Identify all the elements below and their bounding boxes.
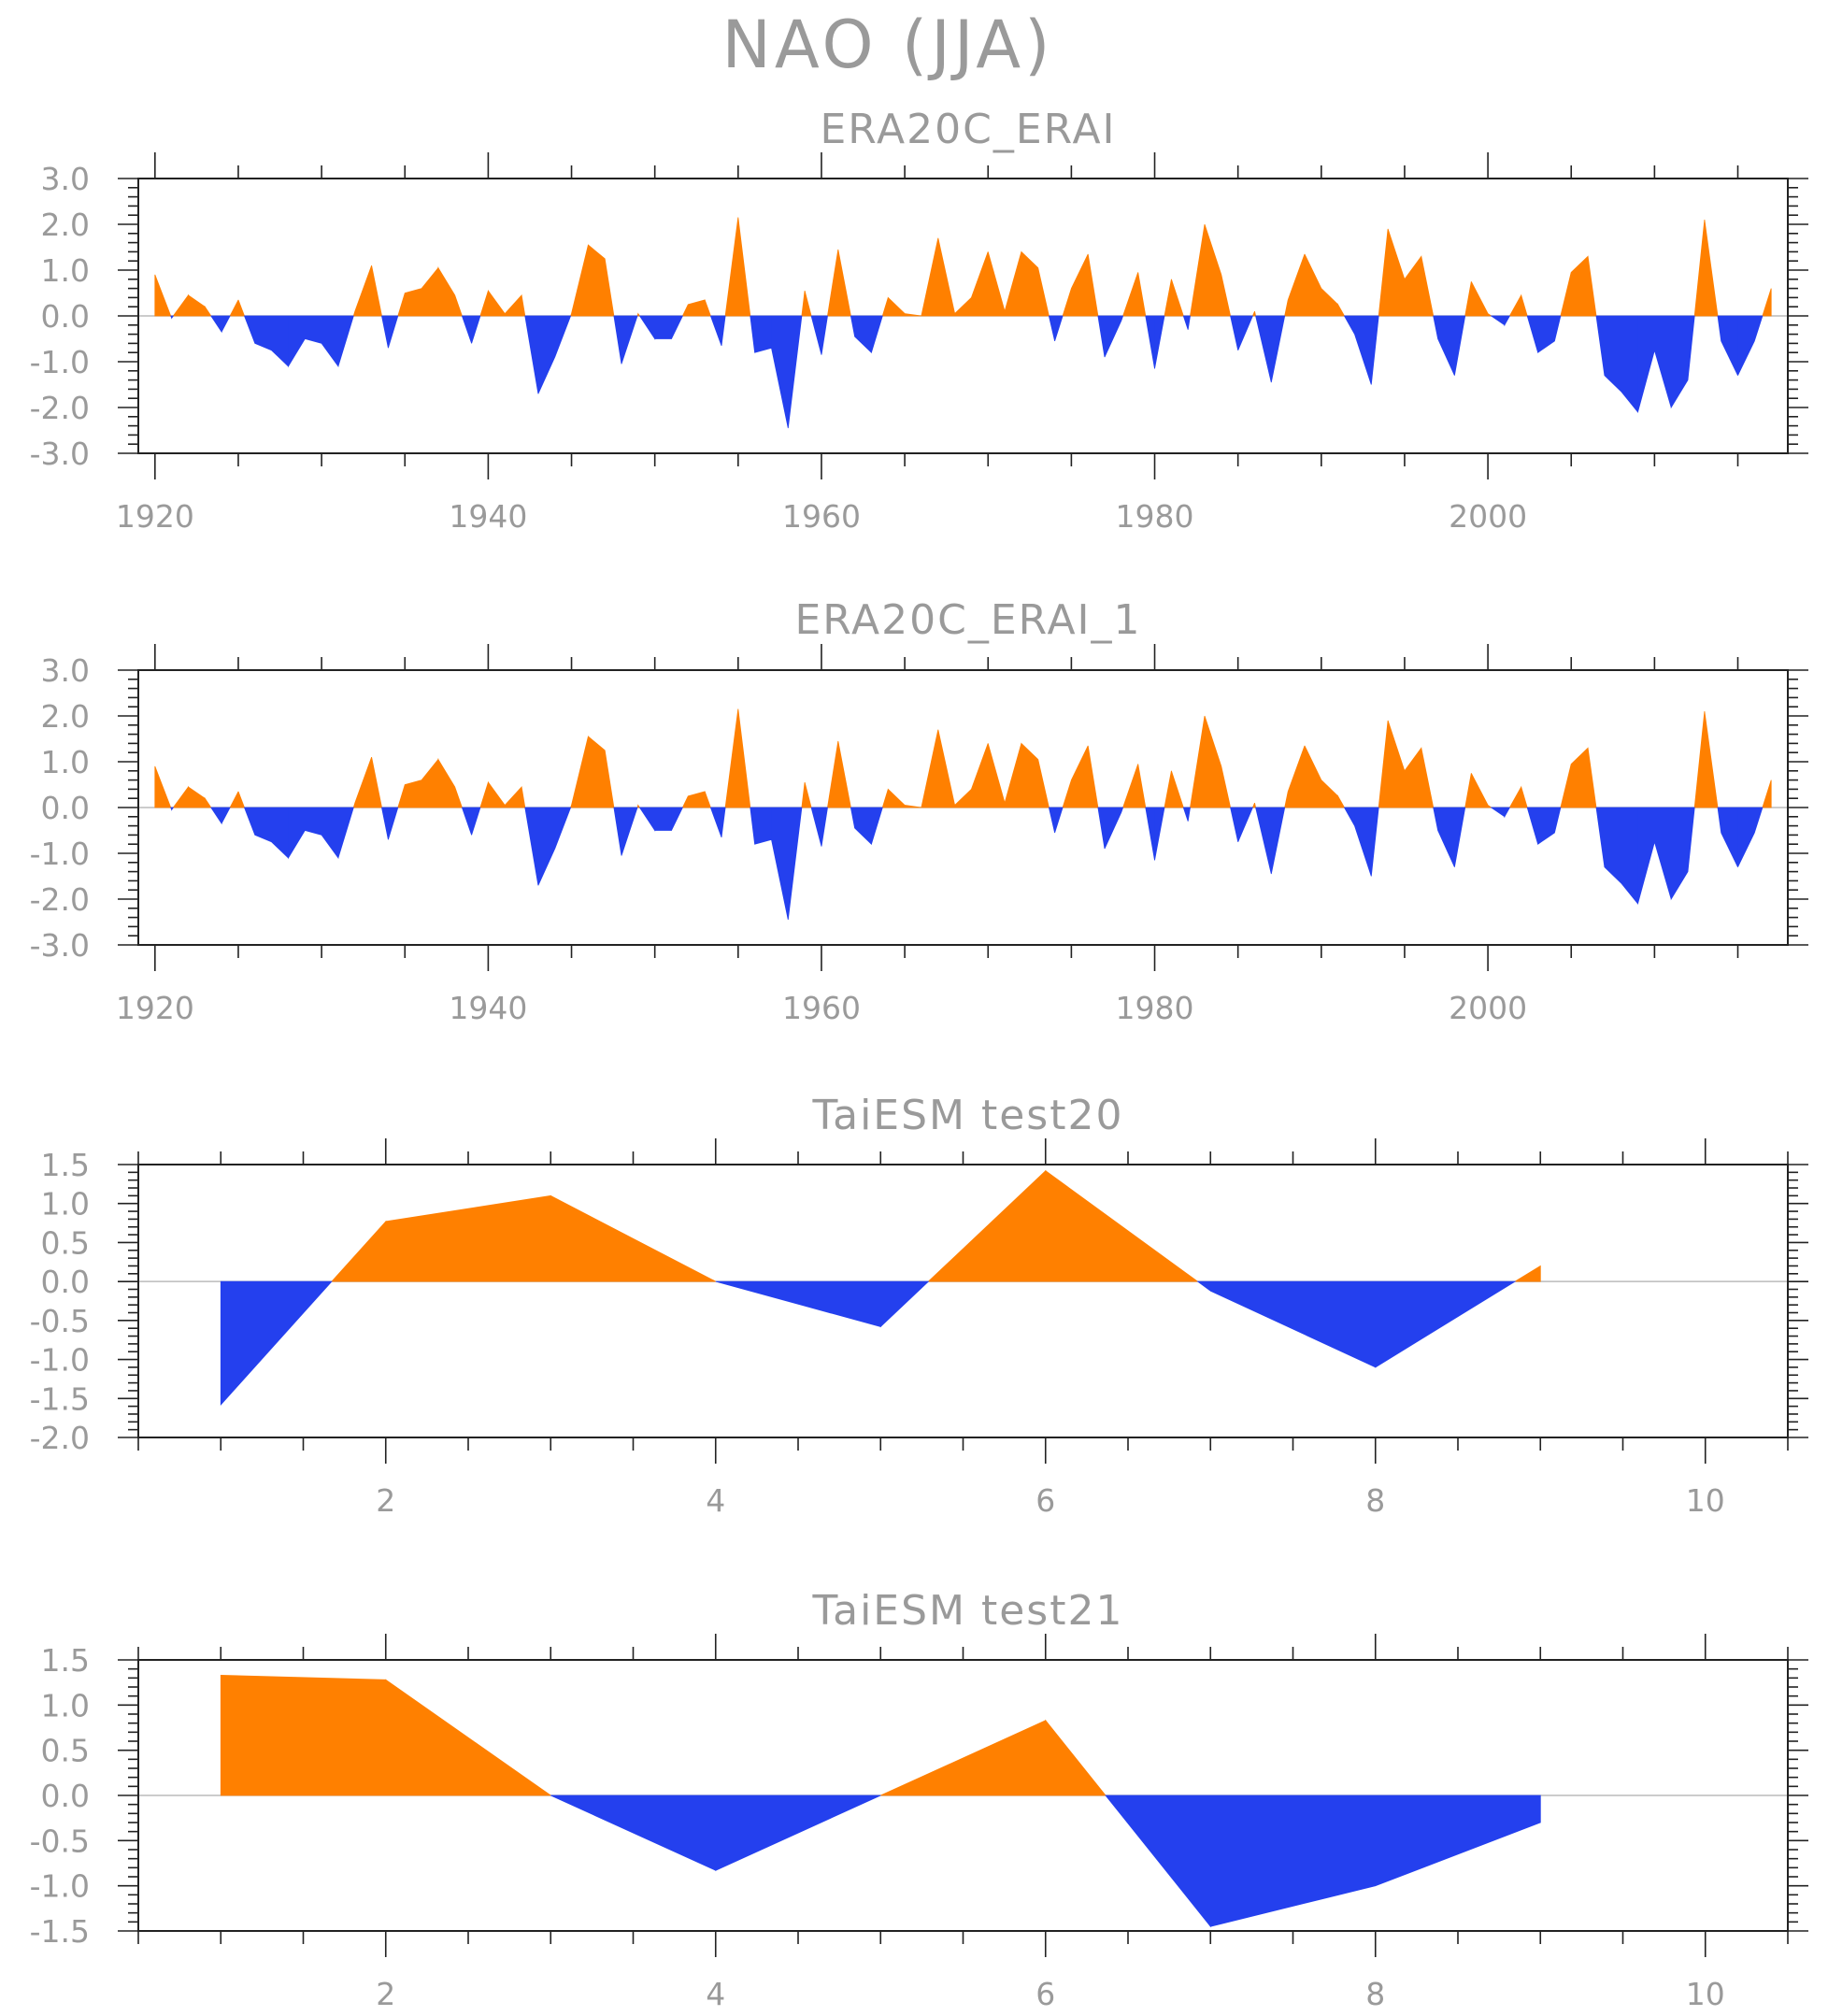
- x-tick-label: 6: [1035, 1482, 1055, 1519]
- plot-frame: [137, 1164, 1789, 1438]
- positive-area: [154, 708, 1772, 808]
- y-tick-label: 1.0: [41, 1687, 90, 1723]
- y-tick-label: -1.0: [30, 344, 90, 380]
- x-tick-label: 2000: [1449, 990, 1527, 1026]
- x-tick-label: 10: [1686, 1976, 1725, 2012]
- x-tick-label: 1980: [1116, 498, 1194, 535]
- x-tick-label: 4: [706, 1482, 725, 1519]
- x-tick-label: 1920: [116, 498, 194, 535]
- negative-area: [170, 807, 1764, 921]
- y-tick-label: 1.5: [41, 1642, 90, 1679]
- figure-title: NAO (JJA): [722, 7, 1054, 83]
- y-tick-label: 0.0: [41, 790, 90, 826]
- y-tick-label: -2.0: [30, 390, 90, 426]
- y-tick-label: -3.0: [30, 927, 90, 964]
- x-tick-label: 8: [1365, 1482, 1385, 1519]
- y-tick-label: -0.5: [30, 1303, 90, 1339]
- x-tick-label: 10: [1686, 1482, 1725, 1519]
- x-tick-label: 8: [1365, 1976, 1385, 2012]
- y-tick-label: 2.0: [41, 207, 90, 243]
- y-tick-label: 1.5: [41, 1147, 90, 1183]
- x-tick-label: 1960: [782, 498, 861, 535]
- y-tick-label: 0.0: [41, 298, 90, 335]
- positive-area: [331, 1169, 1541, 1282]
- x-tick-label: 4: [706, 1976, 725, 2012]
- positive-area: [220, 1674, 1107, 1796]
- y-tick-label: 0.5: [41, 1224, 90, 1261]
- y-tick-label: 2.0: [41, 698, 90, 735]
- panel-title: TaiESM test21: [812, 1587, 1124, 1635]
- y-tick-label: 3.0: [41, 652, 90, 689]
- y-tick-label: 0.5: [41, 1733, 90, 1769]
- x-tick-label: 2000: [1449, 498, 1527, 535]
- y-tick-label: -1.0: [30, 1868, 90, 1905]
- panel-title: ERA20C_ERAI: [820, 106, 1116, 153]
- x-tick-label: 6: [1035, 1976, 1055, 2012]
- y-tick-label: -1.5: [30, 1380, 90, 1417]
- y-tick-label: 1.0: [41, 252, 90, 289]
- panel-taiesm-test21: TaiESM test21 1.5 1.0 0.5 0.0 -0.5 -1.0 -1.5 2 4…: [30, 1587, 1808, 2012]
- panel-era20c-erai-1: ERA20C_ERAI_1 3.0 2.0 1.0 0.0 -1.0 -2.0 -3.0 19…: [30, 596, 1808, 1026]
- x-tick-label: 2: [376, 1482, 395, 1519]
- positive-area: [154, 217, 1772, 317]
- y-tick-label: -2.0: [30, 1420, 90, 1456]
- y-tick-label: -1.0: [30, 1342, 90, 1379]
- y-tick-label: -2.0: [30, 881, 90, 918]
- x-tick-label: 1940: [449, 990, 527, 1026]
- panel-title: TaiESM test20: [812, 1092, 1124, 1139]
- x-tick-label: 1940: [449, 498, 527, 535]
- y-tick-label: 0.0: [41, 1778, 90, 1814]
- y-tick-label: -3.0: [30, 436, 90, 472]
- y-tick-label: -0.5: [30, 1823, 90, 1859]
- negative-area: [550, 1794, 1541, 1928]
- panel-title: ERA20C_ERAI_1: [794, 596, 1141, 644]
- panel-taiesm-test20: TaiESM test20 1.51.00.50.0-0.5-1.0-1.5-2…: [30, 1092, 1808, 1519]
- negative-area: [170, 315, 1764, 429]
- x-tick-label: 1980: [1116, 990, 1194, 1026]
- x-tick-label: 1920: [116, 990, 194, 1026]
- y-tick-label: 3.0: [41, 161, 90, 197]
- y-tick-label: 0.0: [41, 1264, 90, 1300]
- x-tick-label: 1960: [782, 990, 861, 1026]
- panel-era20c-erai: ERA20C_ERAI 3.0 2.0 1.0 0.0 -1.0 -2.0 -3.0 1920…: [30, 106, 1808, 535]
- y-tick-label: 1.0: [41, 1186, 90, 1222]
- y-tick-label: -1.5: [30, 1913, 90, 1950]
- x-tick-label: 2: [376, 1976, 395, 2012]
- negative-area: [220, 1280, 1517, 1407]
- y-tick-label: -1.0: [30, 836, 90, 872]
- y-tick-label: 1.0: [41, 744, 90, 780]
